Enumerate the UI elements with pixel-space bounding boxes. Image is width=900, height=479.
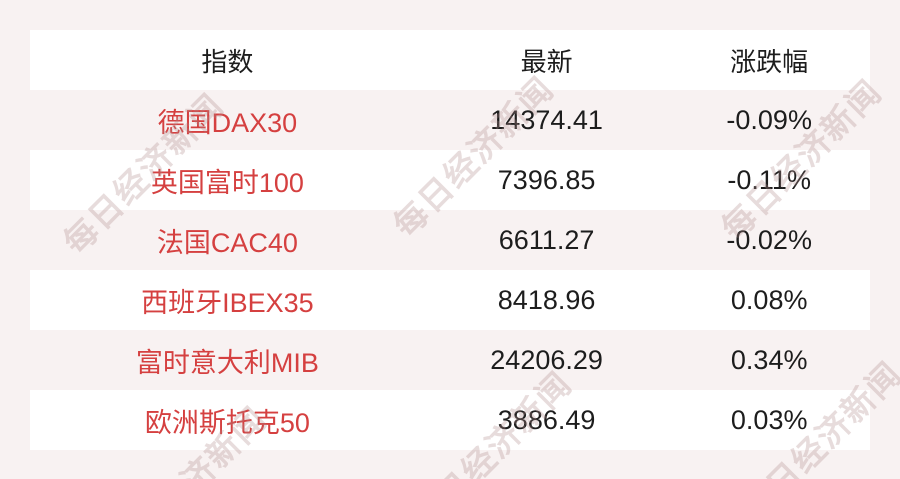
index-name-cell: 英国富时100 — [150, 167, 304, 198]
table-row: 西班牙IBEX35 8418.96 0.08% — [30, 270, 870, 330]
header-index: 指数 — [201, 46, 254, 77]
change-percent-cell: -0.09% — [726, 104, 812, 135]
table-header-row: 指数 最新 涨跌幅 — [30, 30, 870, 90]
latest-value-cell: 8418.96 — [497, 284, 596, 315]
index-table: 指数 最新 涨跌幅 德国DAX30 14374.41 -0.09% 英国富时100 73… — [30, 30, 870, 450]
index-name-cell: 德国DAX30 — [157, 107, 298, 138]
index-name-cell: 欧洲斯托克50 — [144, 407, 310, 438]
latest-value-cell: 24206.29 — [490, 344, 603, 375]
change-percent-cell: -0.11% — [727, 164, 811, 195]
header-change: 涨跌幅 — [730, 46, 809, 77]
table-row: 欧洲斯托克50 3886.49 0.03% — [30, 390, 870, 450]
table-row: 富时意大利MIB 24206.29 0.34% — [30, 330, 870, 390]
change-percent-cell: 0.03% — [730, 404, 808, 435]
change-percent-cell: 0.34% — [730, 344, 808, 375]
latest-value-cell: 7396.85 — [497, 164, 596, 195]
latest-value-cell: 14374.41 — [490, 104, 603, 135]
latest-value-cell: 6611.27 — [498, 224, 595, 255]
latest-value-cell: 3886.49 — [497, 404, 596, 435]
table-row: 德国DAX30 14374.41 -0.09% — [30, 90, 870, 150]
change-percent-cell: -0.02% — [726, 224, 812, 255]
table-row: 英国富时100 7396.85 -0.11% — [30, 150, 870, 210]
index-name-cell: 富时意大利MIB — [135, 347, 319, 378]
index-name-cell: 西班牙IBEX35 — [141, 287, 314, 318]
table-row: 法国CAC40 6611.27 -0.02% — [30, 210, 870, 270]
table-body: 德国DAX30 14374.41 -0.09% 英国富时100 7396.85 -0.11… — [30, 90, 870, 450]
header-latest: 最新 — [520, 46, 573, 77]
index-name-cell: 法国CAC40 — [156, 227, 298, 258]
change-percent-cell: 0.08% — [730, 284, 808, 315]
